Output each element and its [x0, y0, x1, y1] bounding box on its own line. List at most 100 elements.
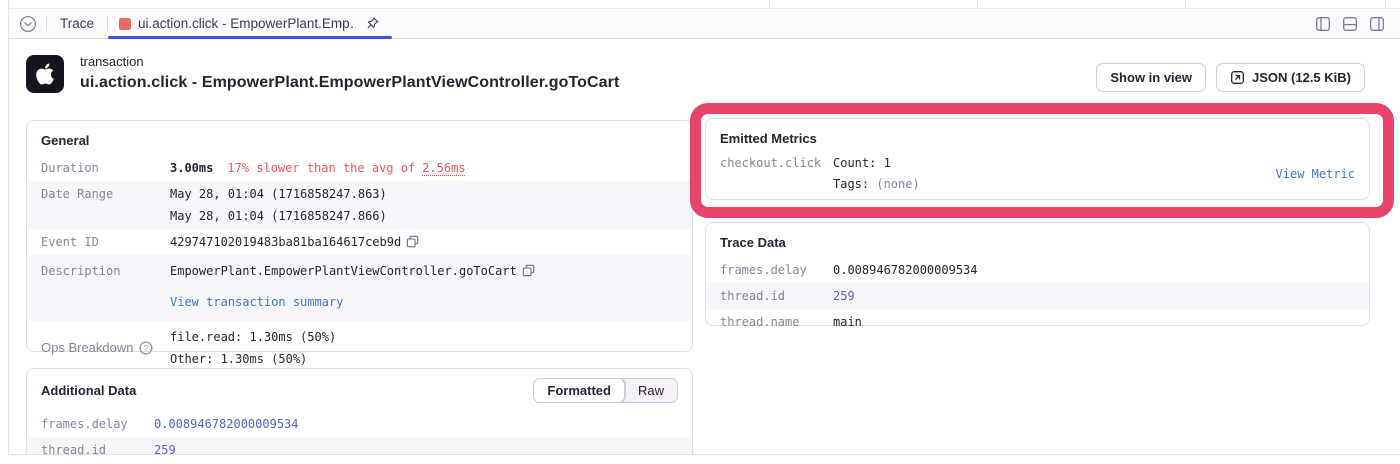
row-value: 0.008946782000009534 [154, 417, 299, 431]
divider [107, 16, 109, 31]
raw-toggle-button[interactable]: Raw [625, 379, 677, 402]
tab-trace-label: Trace [60, 16, 95, 31]
json-download-button[interactable]: JSON (12.5 KiB) [1216, 63, 1365, 92]
show-in-view-label: Show in view [1110, 70, 1193, 85]
duration-value: 3.00ms [170, 161, 214, 175]
row-value: 259 [154, 443, 176, 455]
metric-count-line: Count: 1 [833, 153, 1276, 174]
trace-data-heading: Trace Data [720, 235, 786, 250]
divider [46, 16, 47, 31]
date-range-row: Date Range May 28, 01:04 (1716858247.863… [27, 181, 692, 229]
copy-event-id-button[interactable] [406, 235, 419, 248]
event-id-value: 429747102019483ba81ba164617ceb9d [170, 231, 419, 253]
additional-data-header: Additional Data Formatted Raw [27, 369, 692, 411]
event-header: transaction ui.action.click - EmpowerPla… [26, 52, 1365, 94]
description-text-line: EmpowerPlant.EmpowerPlantViewController.… [170, 260, 535, 282]
formatted-toggle-button[interactable]: Formatted [534, 379, 625, 402]
transaction-summary-link-line: View transaction summary [170, 291, 535, 313]
view-transaction-summary-link[interactable]: View transaction summary [170, 295, 344, 309]
duration-comparison: 17% slower than the avg of 2.56ms [227, 157, 465, 179]
row-key: thread.id [41, 443, 107, 455]
general-heading: General [41, 133, 90, 148]
description-text: EmpowerPlant.EmpowerPlantViewController.… [170, 264, 517, 278]
ops-file-read: file.read: 1.30ms (50%) [170, 330, 337, 344]
date-range-start: May 28, 01:04 (1716858247.863) [170, 187, 387, 201]
table-row: thread.name main [706, 309, 1369, 335]
tags-value: (none) [876, 177, 920, 191]
layout-left-panel-icon [1315, 16, 1331, 32]
metric-tags-line: Tags: (none) [833, 174, 1276, 195]
detail-tab-bar: Trace ui.action.click - EmpowerPlant.Emp… [9, 8, 1400, 39]
table-row: frames.delay 0.008946782000009534 [706, 257, 1369, 283]
tab-trace[interactable]: Trace [47, 9, 107, 38]
tab-span-detail[interactable]: ui.action.click - EmpowerPlant.Emp… [108, 9, 393, 39]
waterfall-table-sliver [9, 0, 1400, 8]
metric-values: Count: 1 Tags: (none) [833, 153, 1276, 195]
page-title: ui.action.click - EmpowerPlant.EmpowerPl… [80, 74, 620, 91]
table-row: thread.id 259 [27, 437, 692, 455]
dock-right-button[interactable] [1369, 16, 1385, 32]
ops-breakdown-row: Ops Breakdown ? file.read: 1.30ms (50%) … [27, 321, 692, 378]
count-label: Count: [833, 156, 877, 170]
row-value: 259 [833, 289, 855, 303]
description-value: EmpowerPlant.EmpowerPlantViewController.… [170, 260, 535, 313]
dock-bottom-button[interactable] [1342, 16, 1358, 32]
emitted-metric-row: checkout.click Count: 1 Tags: (none) Vie… [706, 153, 1369, 205]
json-button-label: JSON (12.5 KiB) [1252, 70, 1351, 85]
metric-name: checkout.click [720, 156, 822, 170]
event-titles: transaction ui.action.click - EmpowerPla… [80, 52, 619, 94]
event-id-key: Event ID [41, 235, 99, 249]
row-key: frames.delay [41, 417, 128, 431]
layout-right-panel-icon [1369, 16, 1385, 32]
dock-left-button[interactable] [1315, 16, 1331, 32]
date-range-key: Date Range [41, 187, 114, 201]
copy-description-button[interactable] [522, 264, 535, 277]
chevron-down-circle-icon [19, 15, 37, 33]
show-in-view-button[interactable]: Show in view [1096, 63, 1207, 92]
event-id-row: Event ID 429747102019483ba81ba164617ceb9… [27, 229, 692, 255]
row-key: thread.name [720, 315, 800, 329]
duration-key: Duration [41, 161, 99, 175]
row-value: main [833, 315, 862, 329]
help-icon[interactable]: ? [138, 341, 153, 355]
event-id-text: 429747102019483ba81ba164617ceb9d [170, 235, 402, 249]
row-key: frames.delay [720, 263, 807, 277]
table-row: thread.id 259 [706, 283, 1369, 309]
pin-icon[interactable] [365, 16, 380, 31]
ops-breakdown-key: Ops Breakdown ? [41, 337, 170, 359]
table-row: frames.delay 0.008946782000009534 [27, 411, 692, 437]
ops-breakdown-value: file.read: 1.30ms (50%) Other: 1.30ms (5… [170, 326, 336, 370]
layout-bottom-panel-icon [1342, 16, 1358, 32]
span-color-swatch [119, 17, 132, 30]
count-value: 1 [883, 156, 891, 170]
additional-data-card: Additional Data Formatted Raw frames.del… [26, 368, 693, 455]
header-actions: Show in view JSON (12.5 KiB) [1096, 63, 1365, 92]
emitted-metrics-card: Emitted Metrics checkout.click Count: 1 … [705, 118, 1370, 200]
event-type-label: transaction [80, 54, 144, 69]
duration-comparison-text: 17% slower than the avg of [227, 161, 416, 175]
description-row: Description EmpowerPlant.EmpowerPlantVie… [27, 255, 692, 321]
row-key: thread.id [720, 289, 786, 303]
trace-data-card: Trace Data frames.delay 0.00894678200000… [705, 222, 1370, 329]
svg-text:?: ? [143, 344, 148, 353]
duration-avg-link[interactable]: 2.56ms [422, 161, 466, 175]
row-value: 0.008946782000009534 [833, 263, 978, 277]
additional-data-heading: Additional Data [41, 383, 137, 398]
view-metric-link[interactable]: View Metric [1275, 166, 1355, 181]
description-key: Description [41, 264, 121, 278]
ops-breakdown-label: Ops Breakdown [41, 340, 134, 355]
tab-span-detail-label: ui.action.click - EmpowerPlant.Emp… [138, 16, 357, 31]
emitted-metrics-heading: Emitted Metrics [720, 131, 817, 146]
external-link-icon [1230, 70, 1245, 85]
format-toggle: Formatted Raw [533, 378, 678, 403]
date-range-value: May 28, 01:04 (1716858247.863) May 28, 0… [170, 183, 387, 227]
date-range-end: May 28, 01:04 (1716858247.866) [170, 209, 387, 223]
apple-platform-icon [26, 55, 64, 93]
general-card: General Duration 3.00ms 17% slower than … [26, 120, 693, 366]
layout-controls [1315, 9, 1400, 38]
duration-row: Duration 3.00ms 17% slower than the avg … [27, 155, 692, 181]
tags-label: Tags: [833, 177, 870, 191]
ops-other: Other: 1.30ms (50%) [170, 352, 308, 366]
collapse-panel-button[interactable] [9, 9, 46, 38]
